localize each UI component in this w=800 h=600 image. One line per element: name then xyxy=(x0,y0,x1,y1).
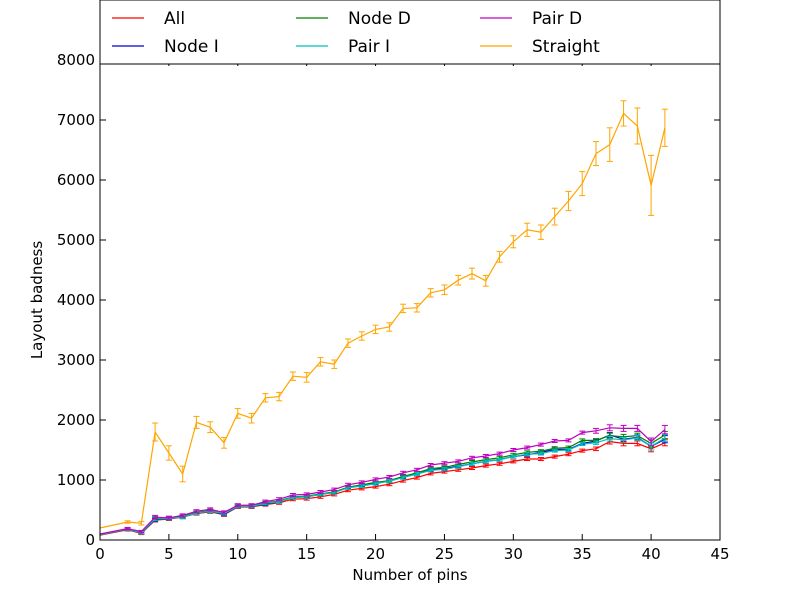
y-tick-label: 6000 xyxy=(57,171,95,189)
x-tick-label: 15 xyxy=(297,545,316,563)
x-tick-label: 35 xyxy=(573,545,592,563)
series-line xyxy=(99,112,666,529)
x-tick-label: 45 xyxy=(710,545,729,563)
x-tick-label: 40 xyxy=(642,545,661,563)
legend-label: All xyxy=(164,9,185,29)
legend-item-all: All xyxy=(112,9,185,29)
y-tick-label: 3000 xyxy=(57,351,95,369)
legend-item-pair-i: Pair I xyxy=(296,37,390,57)
x-tick-label: 25 xyxy=(435,545,454,563)
legend-label: Pair D xyxy=(532,9,582,29)
ticks-layer: 0 5 10 15 20 25 30 35 40 45 0 1000 2000 3000 4000 5000 6… xyxy=(57,51,730,563)
series-line xyxy=(99,427,666,535)
y-tick-label: 7000 xyxy=(57,111,95,129)
x-tick-label: 20 xyxy=(366,545,385,563)
legend-label: Straight xyxy=(532,37,600,57)
series-layer xyxy=(99,100,668,536)
y-tick-label: 2000 xyxy=(57,411,95,429)
y-tick-label: 4000 xyxy=(57,291,95,309)
legend-item-node-d: Node D xyxy=(296,9,411,29)
legend-label: Pair I xyxy=(348,37,390,57)
legend-item-pair-d: Pair D xyxy=(480,9,582,29)
y-tick-label: 1000 xyxy=(57,471,95,489)
legend-item-straight: Straight xyxy=(480,37,600,57)
series-straight xyxy=(99,100,668,529)
legend-label: Node I xyxy=(164,37,219,57)
series-pair-i xyxy=(99,433,668,536)
x-tick-label: 5 xyxy=(164,545,174,563)
y-tick-label: 5000 xyxy=(57,231,95,249)
x-axis-label: Number of pins xyxy=(352,566,467,584)
legend: All Node I Node D Pair I Pair D Straight xyxy=(99,0,721,65)
legend-label: Node D xyxy=(348,9,411,29)
x-tick-label: 30 xyxy=(504,545,523,563)
x-tick-label: 10 xyxy=(228,545,247,563)
y-tick-label: 0 xyxy=(85,531,95,549)
legend-box xyxy=(99,0,721,65)
legend-item-node-i: Node I xyxy=(112,37,219,57)
series-pair-d xyxy=(99,424,668,535)
series-line xyxy=(99,437,666,536)
y-tick-label: 8000 xyxy=(57,51,95,69)
y-axis-label: Layout badness xyxy=(28,241,46,360)
plot-area xyxy=(100,60,720,540)
x-tick-label: 0 xyxy=(95,545,105,563)
